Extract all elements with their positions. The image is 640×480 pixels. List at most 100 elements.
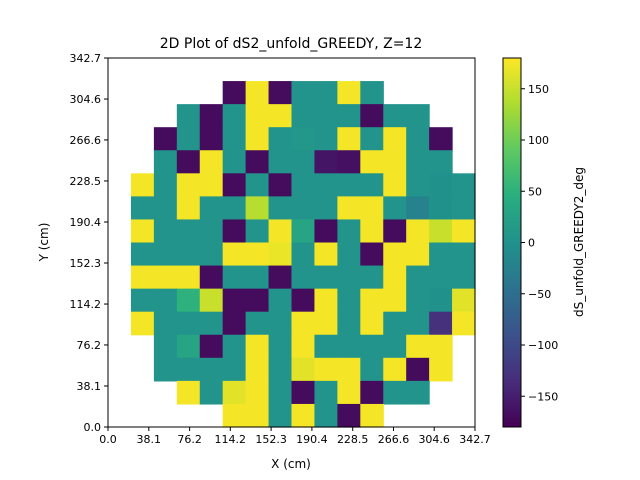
heatmap-cell (337, 403, 361, 428)
heatmap-cells (130, 81, 476, 428)
heatmap-cell (222, 196, 247, 221)
x-axis-ticks: 0.0 38.1 76.2 114.2 152.3 190.4 228.5 266.6 304.… (99, 427, 491, 446)
y-tick-label: 228.5 (70, 175, 102, 188)
heatmap-cell (360, 104, 384, 128)
y-tick-label: 190.4 (70, 216, 102, 229)
heatmap-cell (268, 242, 293, 267)
heatmap-cell (314, 219, 338, 244)
heatmap-cell (314, 288, 338, 313)
heatmap-cell (153, 196, 178, 221)
heatmap-cell (268, 403, 293, 428)
heatmap-cell (130, 219, 155, 244)
heatmap-cell (429, 242, 453, 267)
heatmap-cell (199, 380, 224, 405)
heatmap-cell (291, 81, 316, 105)
heatmap-cell (406, 173, 430, 197)
heatmap-cell (245, 334, 270, 359)
heatmap-cell (153, 334, 178, 359)
heatmap-cell (291, 380, 316, 405)
heatmap-cell (222, 334, 247, 359)
heatmap-cell (222, 104, 247, 128)
heatmap-cell (383, 196, 407, 221)
heatmap-cell (337, 265, 361, 290)
y-tick-label: 38.1 (77, 380, 102, 393)
heatmap-cell (245, 81, 270, 105)
heatmap-cell (153, 173, 178, 197)
heatmap-cell (360, 150, 384, 174)
y-tick-label: 0.0 (84, 421, 102, 434)
heatmap-cell (314, 357, 338, 382)
heatmap-cell (314, 265, 338, 290)
heatmap-cell (199, 334, 224, 359)
heatmap-cell (406, 380, 430, 405)
x-tick-label: 304.6 (418, 433, 450, 446)
heatmap-cell (245, 265, 270, 290)
heatmap-cell (383, 104, 407, 128)
heatmap-cell (452, 196, 476, 221)
heatmap-cell (314, 104, 338, 128)
heatmap-cell (360, 173, 384, 197)
heatmap-cell (429, 311, 453, 336)
heatmap-cell (360, 380, 384, 405)
heatmap-cell (153, 127, 178, 151)
heatmap-cell (337, 150, 361, 174)
heatmap-cell (452, 265, 476, 290)
heatmap-cell (199, 219, 224, 244)
heatmap-cell (406, 357, 430, 382)
x-tick-label: 190.4 (296, 433, 328, 446)
heatmap-cell (176, 288, 201, 313)
heatmap-cell (337, 311, 361, 336)
y-tick-label: 342.7 (70, 52, 102, 65)
heatmap-cell (429, 288, 453, 313)
colorbar-tick-label: 100 (528, 134, 549, 147)
colorbar-tick-label: −100 (528, 339, 558, 352)
heatmap-cell (222, 242, 247, 267)
heatmap-cell (429, 219, 453, 244)
heatmap-cell (153, 357, 178, 382)
colorbar-tick-label: 0 (528, 237, 535, 250)
heatmap-cell (222, 265, 247, 290)
heatmap-cell (199, 265, 224, 290)
chart-title: 2D Plot of dS2_unfold_GREEDY, Z=12 (160, 36, 423, 52)
heatmap-cell (245, 242, 270, 267)
y-tick-label: 304.6 (70, 93, 102, 106)
heatmap-cell (222, 173, 247, 197)
heatmap-cell (429, 127, 453, 151)
colorbar-tick-label: 150 (528, 83, 549, 96)
heatmap-cell (406, 150, 430, 174)
heatmap-cell (268, 265, 293, 290)
heatmap-cell (383, 127, 407, 151)
heatmap-cell (406, 104, 430, 128)
y-tick-label: 76.2 (77, 339, 102, 352)
heatmap-cell (176, 173, 201, 197)
heatmap-cell (268, 380, 293, 405)
heatmap-cell (452, 311, 476, 336)
heatmap-cell (337, 104, 361, 128)
heatmap-cell (268, 219, 293, 244)
heatmap-cell (383, 334, 407, 359)
heatmap-cell (130, 311, 155, 336)
heatmap-cell (153, 242, 178, 267)
colorbar-tick-label: −150 (528, 390, 558, 403)
x-tick-label: 342.7 (459, 433, 491, 446)
heatmap-cell (291, 173, 316, 197)
heatmap-cell (360, 357, 384, 382)
heatmap-cell (199, 196, 224, 221)
heatmap-cell (406, 196, 430, 221)
heatmap-cell (222, 219, 247, 244)
heatmap-cell (291, 242, 316, 267)
heatmap-cell (406, 334, 430, 359)
x-tick-label: 76.2 (177, 433, 202, 446)
x-tick-label: 0.0 (99, 433, 117, 446)
heatmap-cell (452, 173, 476, 197)
heatmap-cell (222, 380, 247, 405)
heatmap-cell (245, 104, 270, 128)
y-tick-label: 266.6 (70, 134, 102, 147)
heatmap-cell (291, 196, 316, 221)
heatmap-cell (245, 150, 270, 174)
heatmap-cell (199, 173, 224, 197)
heatmap-cell (199, 127, 224, 151)
heatmap-cell (176, 311, 201, 336)
heatmap-cell (314, 242, 338, 267)
